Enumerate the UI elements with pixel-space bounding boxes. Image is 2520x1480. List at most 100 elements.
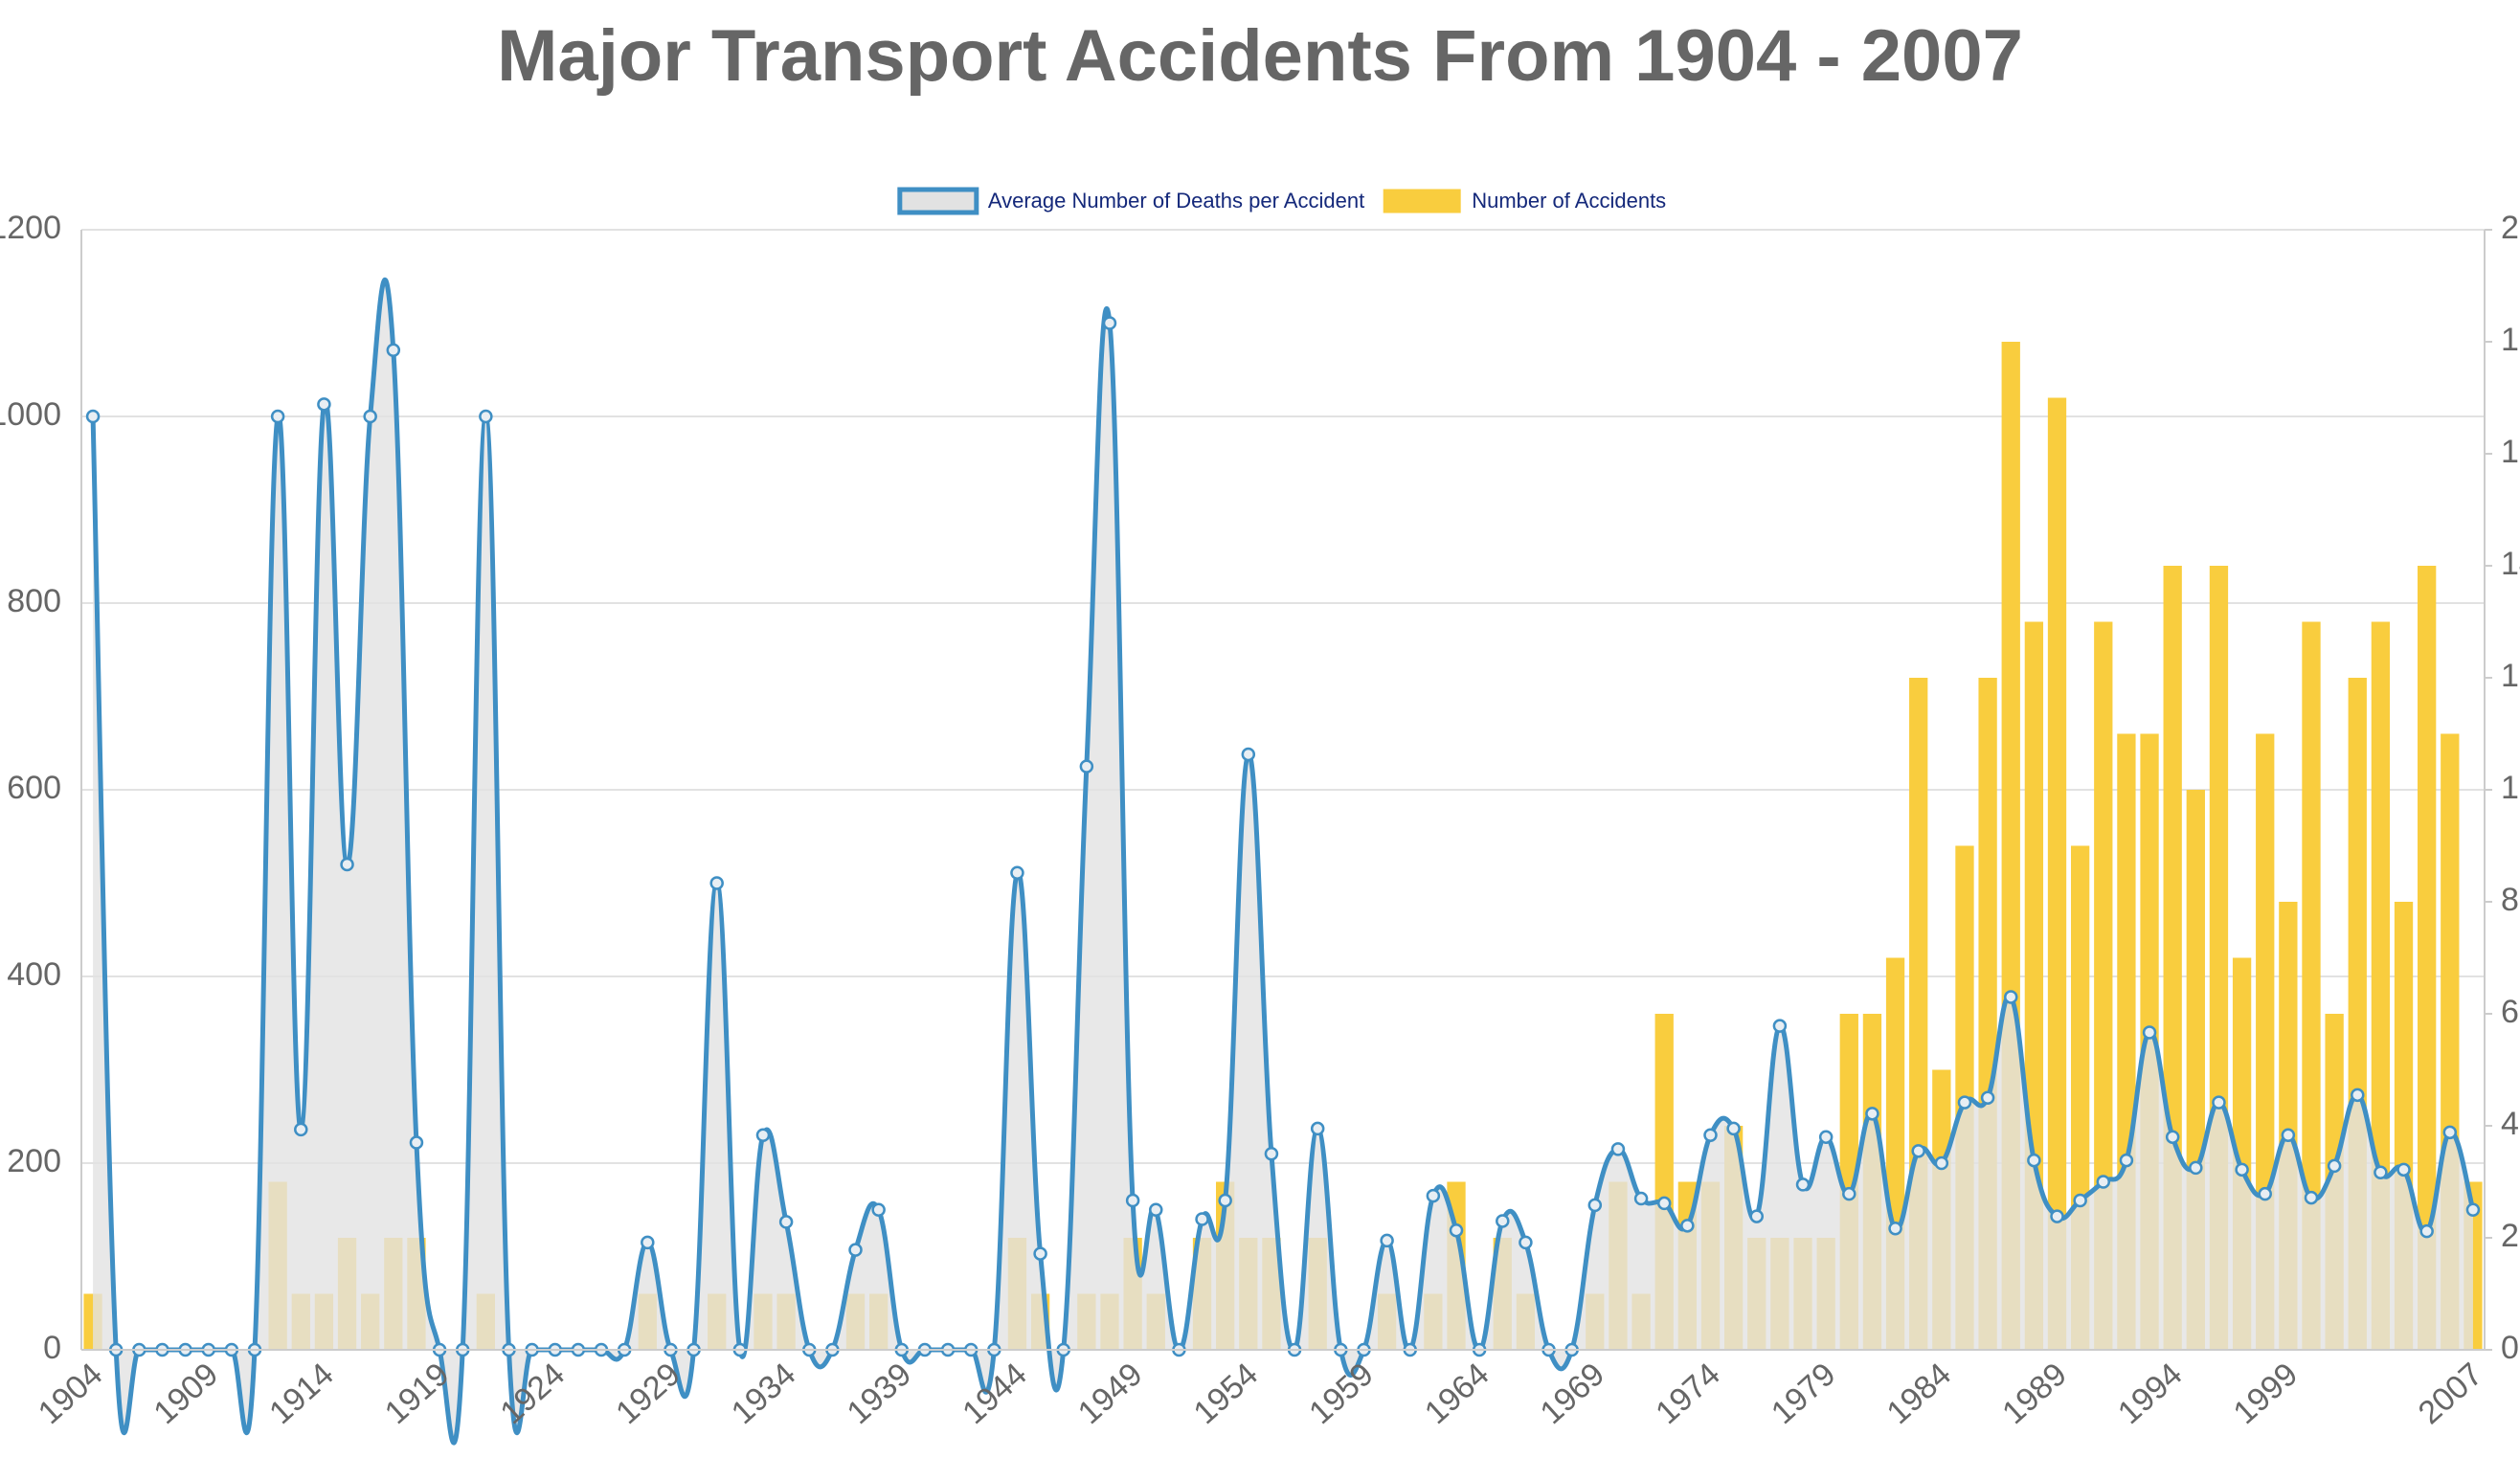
point <box>2142 1025 2157 1040</box>
bar <box>2418 566 2437 1350</box>
legend-label: Number of Accidents <box>1472 189 1666 213</box>
legend-label: Average Number of Deaths per Accident <box>988 189 1364 213</box>
y2-tick-label: 10 <box>2501 770 2520 806</box>
point <box>1079 759 1094 774</box>
y2-tick-label: 2 <box>2501 1218 2519 1254</box>
point <box>270 409 285 424</box>
y-tick-label: 200 <box>7 1143 61 1179</box>
point <box>2212 1095 2226 1110</box>
point <box>1957 1095 1972 1110</box>
area-layer <box>93 280 2473 1444</box>
point <box>1310 1121 1325 1136</box>
point <box>85 409 101 424</box>
legend-swatch <box>1383 189 1461 213</box>
x-tick-label: 1904 <box>32 1356 110 1431</box>
line-layer <box>85 277 2481 1446</box>
y2-tick-label: 20 <box>2501 210 2520 246</box>
y2-tick-label: 18 <box>2501 322 2520 358</box>
point <box>294 1122 308 1137</box>
y-tick-label: 0 <box>43 1330 61 1366</box>
point <box>2189 1160 2203 1176</box>
x-tick-label: 1939 <box>841 1356 919 1431</box>
point <box>848 1243 863 1257</box>
x-tick-label: 1914 <box>262 1356 341 1431</box>
y-tick-label: 800 <box>7 583 61 619</box>
point <box>755 1128 771 1142</box>
y-tick-label: 1200 <box>0 210 61 246</box>
point <box>1610 1142 1626 1156</box>
y-tick-label: 1000 <box>0 396 61 433</box>
point <box>1426 1188 1441 1203</box>
point <box>1449 1222 1464 1238</box>
x-tick-label: 1984 <box>1880 1356 1959 1431</box>
y2-tick-label: 16 <box>2501 434 2520 470</box>
point <box>2419 1223 2434 1239</box>
point <box>641 1235 655 1250</box>
x-tick-label: 1999 <box>2227 1356 2306 1431</box>
point <box>2351 1088 2365 1103</box>
point <box>1102 316 1117 330</box>
x-tick-label: 1994 <box>2111 1356 2190 1431</box>
y2-tick-label: 6 <box>2501 994 2519 1030</box>
point <box>1218 1193 1232 1208</box>
point <box>2050 1209 2064 1223</box>
point <box>1934 1155 1949 1171</box>
point <box>709 876 724 890</box>
point <box>2374 1165 2388 1179</box>
point <box>778 1215 794 1229</box>
point <box>1865 1107 1879 1121</box>
point <box>2096 1175 2111 1189</box>
point <box>2327 1158 2342 1174</box>
point <box>409 1135 424 1150</box>
x-tick-label: 1974 <box>1649 1356 1727 1431</box>
point <box>1633 1191 1649 1206</box>
x-tick-label: 1934 <box>725 1356 803 1431</box>
point <box>1496 1214 1510 1228</box>
bar <box>2302 621 2321 1350</box>
point <box>317 397 331 412</box>
point <box>1795 1177 1811 1192</box>
point <box>1264 1147 1279 1161</box>
x-tick-label: 1969 <box>1534 1356 1612 1431</box>
point <box>1149 1202 1163 1217</box>
y2-tick-label: 4 <box>2501 1106 2519 1142</box>
point <box>1587 1198 1603 1213</box>
x-tick-label: 1989 <box>1995 1356 2074 1431</box>
y2-tick-label: 0 <box>2501 1330 2519 1366</box>
point <box>2235 1162 2249 1177</box>
point <box>340 857 354 872</box>
legend-swatch <box>897 187 979 215</box>
y2-tick-label: 12 <box>2501 658 2520 694</box>
y-tick-label: 400 <box>7 956 61 993</box>
point <box>1519 1235 1533 1250</box>
area <box>93 280 2473 1444</box>
point <box>1726 1121 1741 1136</box>
x-tick-label: 1959 <box>1302 1356 1381 1431</box>
point <box>2442 1125 2458 1140</box>
point <box>871 1202 886 1217</box>
point <box>1749 1209 1765 1223</box>
point <box>2027 1153 2041 1168</box>
x-tick-label: 1964 <box>1418 1356 1496 1431</box>
point <box>2165 1130 2180 1144</box>
point <box>479 409 493 424</box>
x-tick-label: 1944 <box>956 1356 1034 1431</box>
chart-title: Major Transport Accidents From 1904 - 20… <box>497 15 2023 97</box>
point <box>1911 1144 1925 1158</box>
point <box>1888 1222 1902 1236</box>
x-tick-label: 1949 <box>1071 1356 1150 1431</box>
point <box>2304 1190 2319 1205</box>
point <box>1680 1219 1695 1233</box>
point <box>1703 1128 1718 1142</box>
point <box>1125 1193 1140 1208</box>
point <box>2465 1202 2481 1217</box>
point <box>386 343 401 358</box>
point <box>1842 1186 1856 1201</box>
y2-tick-label: 14 <box>2501 546 2520 582</box>
point <box>1010 865 1024 881</box>
point <box>1772 1019 1788 1033</box>
x-tick-label: 1979 <box>1765 1356 1843 1431</box>
y-tick-label: 600 <box>7 770 61 806</box>
point <box>1818 1130 1834 1144</box>
